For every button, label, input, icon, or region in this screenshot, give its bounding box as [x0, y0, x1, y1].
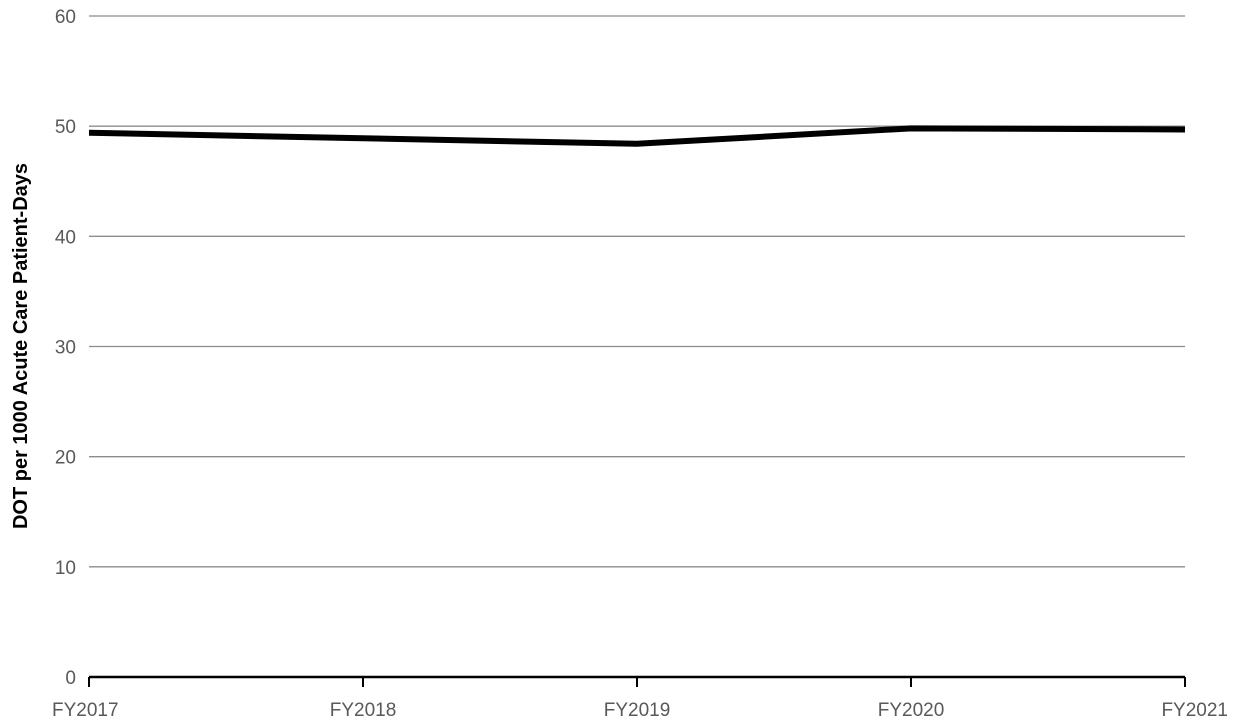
y-tick-labels: 0 10 20 30 40 50 60 [55, 7, 76, 689]
y-tick-label: 60 [55, 7, 76, 28]
y-tick-label: 0 [65, 668, 76, 689]
y-axis-title: DOT per 1000 Acute Care Patient-Days [10, 163, 32, 529]
y-tick-label: 10 [55, 558, 76, 579]
x-tick-labels: FY2017 FY2018 FY2019 FY2020 FY2021 [52, 700, 1228, 721]
x-tick-label: FY2021 [1161, 700, 1228, 721]
y-tick-label: 40 [55, 227, 76, 248]
x-axis [88, 675, 1186, 687]
y-tick-label: 20 [55, 448, 76, 469]
y-tick-label: 50 [55, 117, 76, 138]
gridlines [89, 15, 1185, 568]
x-tick-label: FY2017 [52, 700, 119, 721]
y-tick-label: 30 [55, 338, 76, 359]
x-tick-label: FY2019 [604, 700, 671, 721]
series-line-0 [88, 125, 1186, 147]
x-tick-label: FY2020 [878, 700, 945, 721]
x-tick-label: FY2018 [330, 700, 397, 721]
series-layer [88, 125, 1186, 147]
